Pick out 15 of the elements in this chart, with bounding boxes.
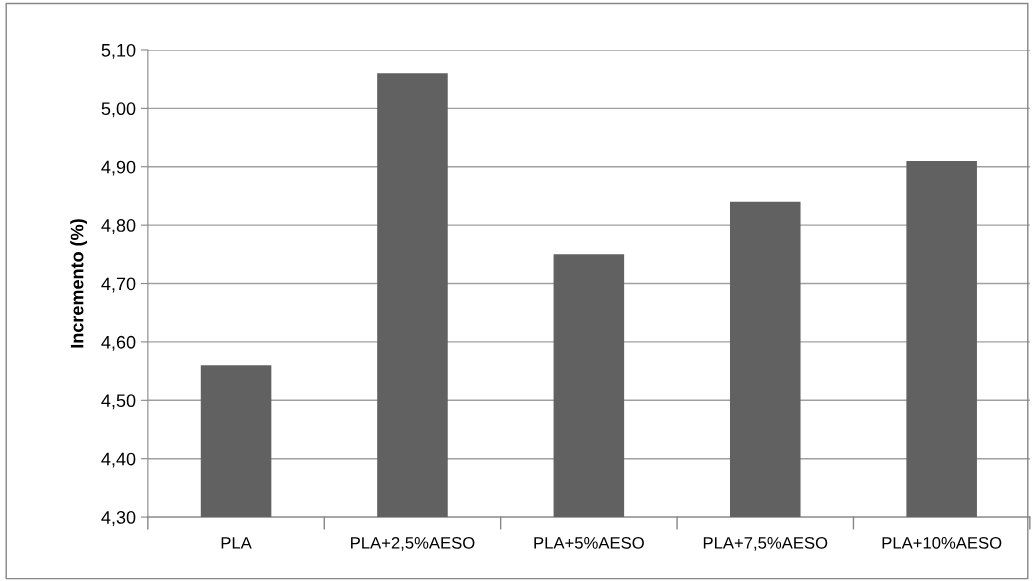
y-tick-label: 4,70 bbox=[101, 277, 136, 293]
y-tick-label: 4,40 bbox=[101, 452, 136, 468]
x-tick-label: PLA+10%AESO bbox=[882, 536, 1002, 549]
x-tick-label: PLA+2,5%AESO bbox=[351, 536, 475, 551]
y-tick-label: 4,80 bbox=[101, 219, 136, 234]
y-tick-label: 5,00 bbox=[101, 102, 136, 118]
y-tick-label: 4,50 bbox=[101, 394, 136, 410]
x-tick-label: PLA+5%AESO bbox=[534, 536, 644, 549]
x-tick-label: PLA+7,5%AESO bbox=[703, 536, 828, 551]
y-axis-title: Incremento (%) bbox=[70, 219, 88, 348]
x-tick-label: PLA bbox=[221, 537, 252, 549]
y-tick-label: 5,10 bbox=[101, 43, 136, 59]
y-tick-label: 4,90 bbox=[101, 160, 136, 176]
y-tick-label: 4,60 bbox=[101, 335, 136, 351]
y-tick-label: 4,30 bbox=[101, 511, 136, 526]
